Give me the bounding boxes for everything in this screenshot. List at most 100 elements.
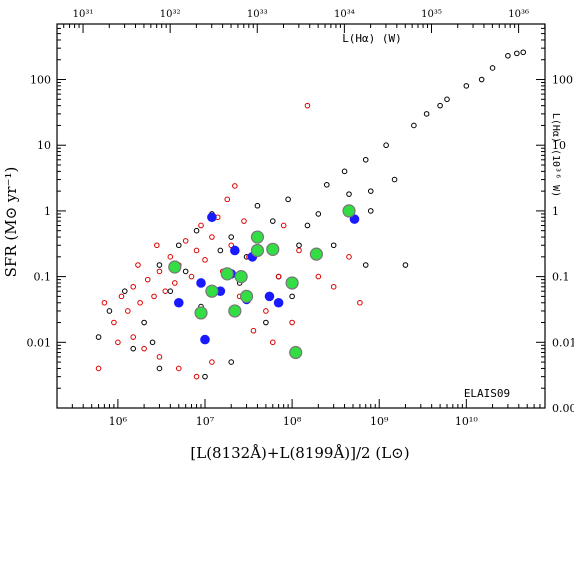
data-point: [171, 280, 178, 286]
y-tick-label: 0.1: [34, 271, 52, 284]
data-point: [202, 373, 208, 380]
highlight-point: [228, 304, 242, 318]
highlight-point: [250, 243, 265, 258]
data-point: [228, 234, 235, 240]
data-point: [228, 359, 235, 365]
data-point: [193, 373, 200, 380]
data-point: [135, 262, 141, 268]
data-points: [95, 49, 527, 380]
data-point: [263, 319, 269, 326]
highlight-point: [273, 297, 284, 308]
x-axis-ticks: 10⁶ 10⁷ 10⁸ 10⁹ 10¹⁰: [56, 399, 546, 428]
data-point: [175, 365, 182, 372]
data-point: [411, 122, 417, 129]
data-point: [182, 238, 189, 244]
y-tick-label: 10: [37, 139, 51, 152]
highlight-point: [342, 204, 356, 218]
data-point: [125, 308, 131, 314]
data-point: [130, 334, 137, 340]
highlight-point: [264, 291, 275, 302]
data-point: [383, 142, 389, 149]
data-point: [151, 293, 157, 300]
data-point: [444, 96, 450, 103]
data-point: [289, 293, 295, 300]
data-point: [232, 183, 238, 189]
highlight-point: [309, 247, 323, 261]
highlight-point: [289, 345, 303, 360]
data-point: [362, 156, 369, 163]
top-tick-label: 10³⁴: [334, 9, 355, 20]
data-point: [198, 222, 204, 229]
data-point: [188, 273, 195, 280]
data-point: [275, 273, 282, 280]
data-point: [162, 288, 169, 294]
x-tick-label: 10⁷: [196, 415, 215, 428]
data-point: [263, 308, 269, 314]
data-point: [224, 196, 231, 203]
data-point: [217, 247, 224, 254]
data-point: [193, 247, 200, 254]
data-point: [209, 234, 215, 240]
right-tick-label: 10: [552, 139, 566, 152]
data-point: [315, 211, 322, 217]
right-tick-label: 0.01: [552, 336, 574, 349]
data-point: [346, 254, 352, 260]
data-point: [296, 242, 302, 249]
data-point: [330, 283, 337, 290]
right-tick-label: 0.1: [552, 271, 570, 284]
top-axis-title: L(Hα) (W): [342, 32, 402, 45]
data-point: [269, 218, 276, 224]
highlight-point: [200, 334, 210, 345]
data-point: [478, 76, 485, 83]
highlight-point: [205, 284, 219, 298]
right-tick-label: 1: [552, 205, 559, 218]
data-point: [156, 268, 163, 275]
highlight-point: [207, 212, 217, 223]
data-point: [137, 299, 143, 306]
data-point: [130, 283, 137, 290]
data-point: [101, 299, 108, 306]
data-point: [175, 242, 182, 249]
top-tick-label: 10³⁵: [421, 9, 442, 20]
y-tick-label: 0.01: [27, 336, 52, 349]
data-point: [95, 334, 102, 340]
data-point: [362, 262, 369, 268]
y-axis-title: SFR (M⊙ yr⁻¹): [2, 167, 20, 278]
data-point: [285, 196, 291, 203]
highlight-point: [194, 306, 208, 320]
data-point: [167, 288, 174, 294]
data-point: [202, 257, 208, 263]
highlight-point: [250, 230, 265, 244]
data-point: [111, 319, 117, 326]
x-tick-label: 10⁸: [283, 415, 302, 428]
data-point: [323, 181, 330, 188]
data-point: [304, 102, 311, 109]
x-tick-label: 10⁹: [370, 415, 389, 428]
data-point: [296, 247, 302, 254]
data-point: [209, 359, 215, 365]
x-tick-label: 10¹⁰: [455, 415, 478, 428]
data-point: [423, 111, 430, 117]
data-point: [250, 327, 257, 334]
data-point: [141, 345, 147, 352]
data-point: [357, 299, 363, 306]
data-point: [241, 218, 247, 224]
data-point: [346, 191, 352, 197]
highlight-point: [239, 289, 254, 303]
right-tick-label: 0.001: [552, 402, 574, 415]
data-point: [118, 293, 125, 300]
top-tick-label: 10³²: [160, 9, 181, 20]
right-axis-title: L(Hα) (10³⁶ W): [550, 113, 561, 197]
x-tick-label: 10⁶: [109, 415, 128, 428]
data-point: [182, 268, 189, 275]
data-point: [520, 49, 527, 56]
y-tick-label: 1: [44, 205, 51, 218]
data-point: [154, 242, 160, 249]
data-point: [141, 319, 147, 326]
highlight-point: [168, 260, 182, 274]
data-point: [115, 339, 121, 346]
data-point: [156, 354, 163, 360]
data-point: [193, 227, 200, 234]
right-tick-label: 100: [552, 74, 573, 87]
x-axis-title: [L(8132Å)+L(8199Å)]/2 (L⊙): [190, 444, 409, 462]
